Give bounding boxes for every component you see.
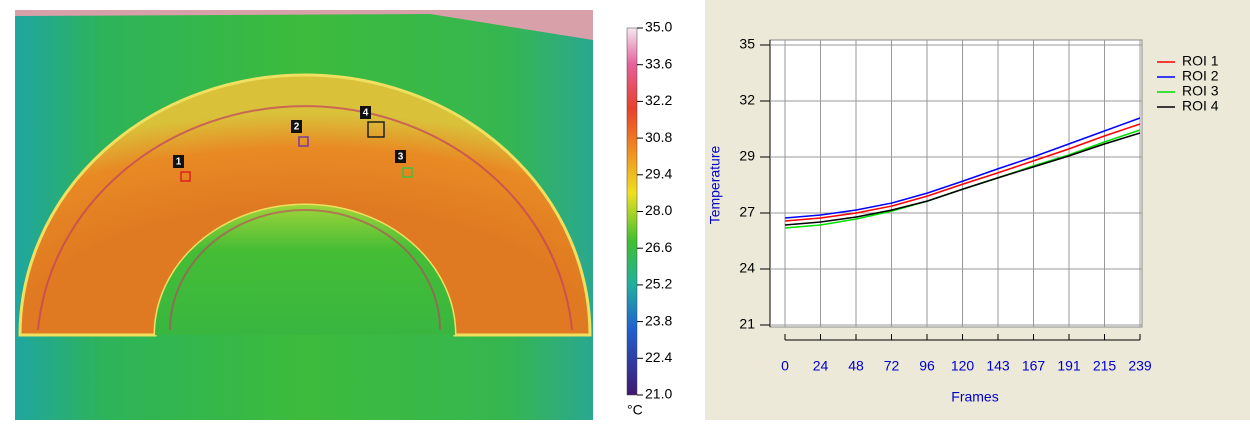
- roi-label: 4: [363, 108, 369, 119]
- arch-hole: [155, 205, 455, 335]
- series-line: [784, 132, 1141, 226]
- roi-tag: [360, 106, 371, 119]
- y-tick-label: 32: [739, 92, 755, 108]
- colorbar-tick-label: 30.8: [645, 129, 672, 145]
- colorbar-tick-label: 21.0: [645, 386, 672, 402]
- hot-strip: [15, 10, 593, 40]
- arch-edge: [169, 209, 441, 331]
- roi-label: 2: [294, 122, 300, 133]
- colorbar-ticks: 35.0 33.6 32.2 30.8 29.4 28.0 26.6 25.2 23.8 22.4…: [637, 19, 672, 402]
- roi-box: [402, 167, 413, 178]
- x-axis-label: Frames: [951, 389, 998, 405]
- x-tick-label: 72: [884, 358, 900, 374]
- x-tick-label: 24: [813, 358, 829, 374]
- roi-box: [180, 171, 191, 182]
- colorbar-tick-label: 33.6: [645, 55, 672, 71]
- legend-label: ROI 2: [1182, 68, 1219, 84]
- colorbar-unit: °C: [627, 402, 643, 418]
- y-tick-label: 27: [739, 204, 755, 220]
- x-tick-label: 215: [1093, 358, 1117, 374]
- roi-tag: [395, 150, 406, 163]
- roi-label: 3: [398, 152, 404, 163]
- arch-edge: [37, 105, 573, 331]
- colorbar-tick-label: 29.4: [645, 166, 672, 182]
- legend-label: ROI 3: [1182, 83, 1219, 99]
- legend-label: ROI 1: [1182, 53, 1219, 69]
- y-tick-label: 35: [739, 36, 755, 52]
- roi-tag: [291, 120, 302, 133]
- x-tick-label: 239: [1128, 358, 1152, 374]
- series-line: [784, 117, 1141, 219]
- roi-box: [367, 121, 385, 138]
- x-tick-label: 143: [986, 358, 1010, 374]
- colorbar-tick-label: 28.0: [645, 202, 672, 218]
- series-line: [784, 123, 1141, 222]
- x-tick-label: 48: [848, 358, 864, 374]
- y-axis-label: Temperature: [707, 145, 723, 224]
- colorbar-tick-label: 22.4: [645, 349, 672, 365]
- y-tick-label: 21: [739, 316, 755, 332]
- chart: 21 24 27 29 32 35 0 24 48 72 96 120 143 167 191 215 239 R…: [739, 36, 1218, 374]
- x-tick-label: 191: [1057, 358, 1081, 374]
- x-tick-label: 167: [1022, 358, 1046, 374]
- x-tick-label: 0: [781, 358, 789, 374]
- roi-box: [298, 136, 309, 147]
- legend-label: ROI 4: [1182, 98, 1219, 114]
- colorbar-tick-label: 25.2: [645, 276, 672, 292]
- colorbar-tick-label: 35.0: [645, 19, 672, 35]
- y-tick-label: 24: [739, 260, 755, 276]
- colorbar-tick-label: 32.2: [645, 92, 672, 108]
- x-tick-label: 96: [919, 358, 935, 374]
- colorbar: [626, 27, 638, 396]
- y-tick-label: 29: [739, 148, 755, 164]
- roi-markers: 1 2 3 4: [173, 106, 413, 182]
- x-tick-label: 120: [951, 358, 975, 374]
- colorbar-tick-label: 23.8: [645, 312, 672, 328]
- roi-label: 1: [176, 157, 182, 168]
- colorbar-tick-label: 26.6: [645, 239, 672, 255]
- roi-tag: [173, 155, 184, 168]
